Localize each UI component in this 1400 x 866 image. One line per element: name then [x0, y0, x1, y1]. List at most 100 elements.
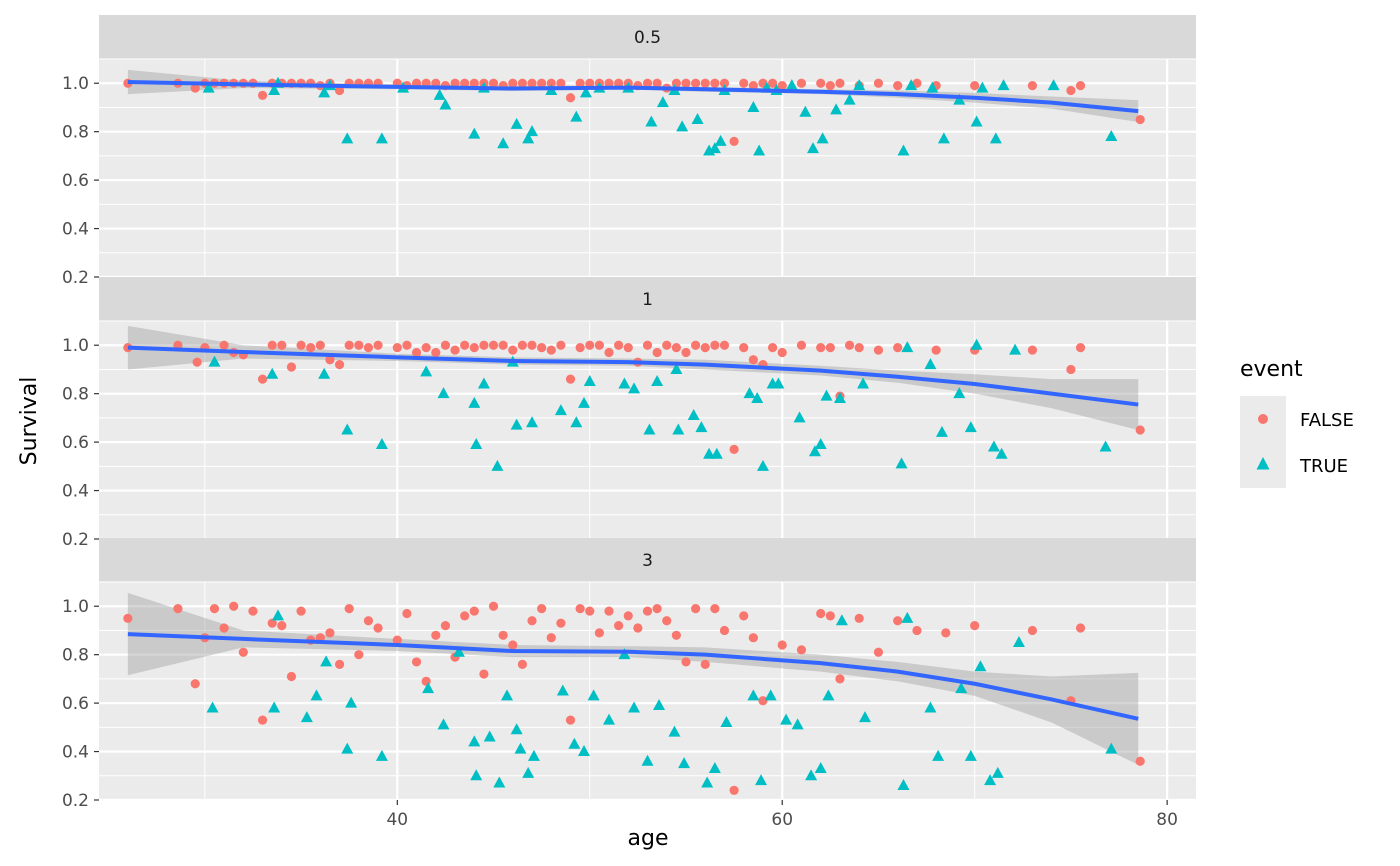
point-true [491, 459, 504, 471]
point-true [1105, 130, 1118, 142]
point-true [805, 769, 818, 781]
point-false [767, 343, 778, 353]
point-true [493, 776, 506, 788]
point-true [974, 660, 987, 672]
point-false [652, 78, 662, 88]
point-true [995, 447, 1008, 459]
point-false [402, 608, 412, 619]
point-false [739, 611, 749, 621]
point-false [893, 616, 903, 626]
point-true [375, 132, 388, 144]
point-true [268, 83, 281, 95]
point-false [192, 357, 202, 367]
point-false [893, 343, 903, 353]
point-false [816, 608, 826, 619]
point-true [970, 338, 983, 350]
point-false [1066, 85, 1076, 96]
point-false [431, 347, 441, 358]
point-false [527, 78, 537, 88]
point-true [526, 125, 539, 137]
point-false [517, 340, 528, 350]
point-true [808, 445, 821, 457]
point-false [556, 78, 566, 88]
facet-panel: 1 0.2 0.4 0.6 0.8 1.0 [62, 277, 1196, 550]
point-false [508, 640, 518, 650]
point-false [767, 78, 778, 88]
point-true [497, 137, 510, 149]
point-false [277, 621, 287, 631]
point-false [931, 345, 941, 355]
point-false [363, 616, 374, 626]
point-false [411, 657, 422, 667]
point-false [825, 343, 835, 353]
point-false [296, 606, 306, 616]
point-true [747, 689, 760, 701]
point-true [753, 144, 766, 156]
point-true [420, 365, 433, 377]
confidence-band [127, 325, 1139, 430]
point-false [334, 360, 345, 370]
point-true [791, 718, 804, 730]
point-false [517, 78, 528, 88]
point-true [772, 377, 785, 389]
point-true [341, 742, 354, 754]
y-tick-label: 0.4 [62, 482, 89, 502]
point-false [440, 340, 451, 350]
point-false [912, 625, 922, 636]
point-true [318, 367, 331, 379]
point-true [703, 447, 716, 459]
point-false [469, 343, 479, 353]
point-true [989, 132, 1002, 144]
point-false [748, 81, 758, 91]
point-false [402, 340, 412, 350]
point-false [835, 78, 845, 88]
point-false [700, 78, 710, 88]
point-true [208, 355, 221, 367]
point-false [777, 347, 787, 358]
point-false [344, 340, 354, 350]
facet-strip [99, 277, 1196, 321]
point-true [905, 79, 918, 91]
point-true [570, 110, 583, 122]
point-true [780, 713, 793, 725]
point-true [984, 774, 997, 786]
point-true [651, 375, 664, 387]
point-false [970, 81, 980, 91]
smooth-line [127, 632, 1139, 721]
point-false [816, 78, 826, 88]
point-true [897, 144, 910, 156]
point-false [488, 78, 499, 88]
point-false [238, 647, 248, 657]
y-tick-label: 0.8 [62, 123, 89, 143]
point-false [479, 340, 489, 350]
point-false [267, 618, 277, 628]
point-false [710, 340, 720, 350]
point-true [755, 774, 768, 786]
point-false [719, 78, 730, 88]
point-false [662, 616, 672, 626]
point-true [375, 438, 388, 450]
point-false [594, 628, 604, 638]
point-false [691, 340, 701, 350]
point-false [373, 623, 383, 633]
point-true [814, 762, 827, 774]
point-false [796, 78, 807, 88]
point-false [517, 659, 528, 669]
point-false [556, 618, 566, 628]
point-true [701, 776, 714, 788]
point-false [575, 604, 585, 614]
facet-panel: 3 0.2 0.4 0.6 0.8 1.0 40 60 80 [62, 538, 1196, 830]
point-false [739, 343, 749, 353]
point-true [1047, 79, 1060, 91]
point-false [662, 340, 672, 350]
point-false [565, 374, 576, 384]
smooth-line [127, 345, 1139, 407]
point-true [987, 440, 1000, 452]
point-true [924, 701, 937, 713]
point-false [748, 355, 758, 365]
point-true [820, 389, 833, 401]
point-false [488, 601, 499, 611]
point-true [501, 689, 514, 701]
point-true [997, 79, 1010, 91]
point-true [577, 396, 590, 408]
